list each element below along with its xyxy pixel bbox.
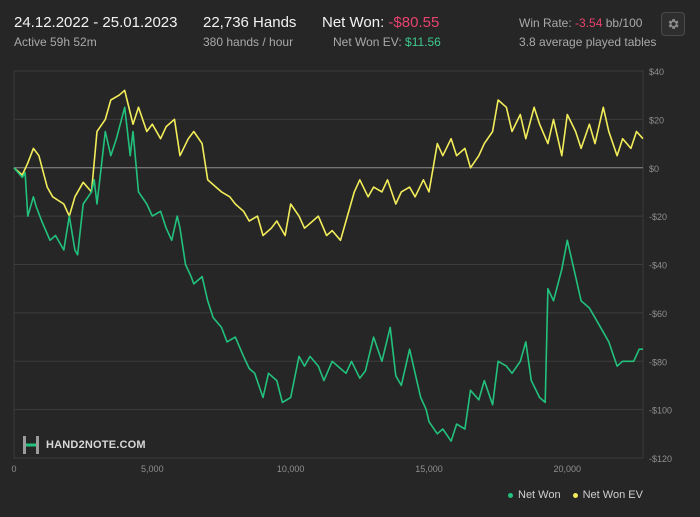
y-tick-label: -$120: [649, 454, 672, 464]
y-tick-label: $20: [649, 115, 664, 125]
y-tick-label: -$20: [649, 212, 667, 222]
gear-icon[interactable]: [661, 12, 685, 36]
y-tick-label: -$60: [649, 309, 667, 319]
legend-item-net-won-ev[interactable]: Net Won EV: [572, 489, 643, 501]
y-tick-label: -$80: [649, 357, 667, 367]
series-line-net-won-ev: [13, 89, 644, 242]
net-won-ev-value: $11.56: [405, 35, 441, 49]
x-tick-label: 15,000: [415, 464, 443, 474]
active-time: Active 59h 52m: [14, 35, 97, 49]
win-rate-value: -3.54: [575, 16, 603, 30]
date-range: 24.12.2022 - 25.01.2023: [14, 14, 178, 31]
net-won-ev-label: Net Won EV:: [333, 35, 402, 49]
net-won-label: Net Won:: [322, 14, 385, 31]
h2n-logo-icon: [23, 436, 39, 454]
win-rate-unit: bb/100: [605, 16, 643, 30]
x-tick-label: 20,000: [554, 464, 582, 474]
logo-text: HAND2NOTE.COM: [46, 439, 146, 451]
series-line-net-won: [13, 106, 643, 442]
x-tick-label: 0: [11, 464, 16, 474]
x-tick-label: 10,000: [277, 464, 305, 474]
gear-icon-glyph: [668, 18, 679, 30]
chart-legend: Net Won Net Won EV: [508, 489, 643, 501]
y-tick-label: $40: [649, 67, 664, 77]
header-bar: 24.12.2022 - 25.01.2023 Active 59h 52m 2…: [0, 0, 700, 58]
net-won-chart: $40 $20 $0 -$20 -$40 -$60 -$80 -$100 -$120 0 5,000…: [11, 67, 672, 474]
hand2note-logo: HAND2NOTE.COM: [22, 433, 146, 457]
net-won-summary: Net Won: -$80.55: [322, 14, 439, 31]
y-tick-label: -$100: [649, 406, 672, 416]
average-tables: 3.8 average played tables: [519, 35, 657, 49]
legend-label-net-won: Net Won: [518, 489, 561, 501]
win-rate-label: Win Rate:: [519, 16, 572, 30]
y-tick-label: -$40: [649, 261, 667, 271]
legend-dot-net-won: [508, 492, 513, 498]
legend-dot-net-won-ev: [572, 492, 578, 498]
net-won-ev-summary: Net Won EV: $11.56: [333, 35, 441, 49]
legend-item-net-won[interactable]: Net Won: [508, 489, 561, 501]
hands-per-hour: 380 hands / hour: [203, 35, 294, 49]
x-tick-label: 5,000: [141, 464, 164, 474]
hands-count: 22,736 Hands: [203, 14, 297, 31]
win-rate: Win Rate: -3.54 bb/100: [519, 16, 642, 30]
y-tick-label: $0: [649, 164, 659, 174]
legend-label-net-won-ev: Net Won EV: [582, 489, 643, 501]
net-won-value: -$80.55: [388, 14, 440, 31]
